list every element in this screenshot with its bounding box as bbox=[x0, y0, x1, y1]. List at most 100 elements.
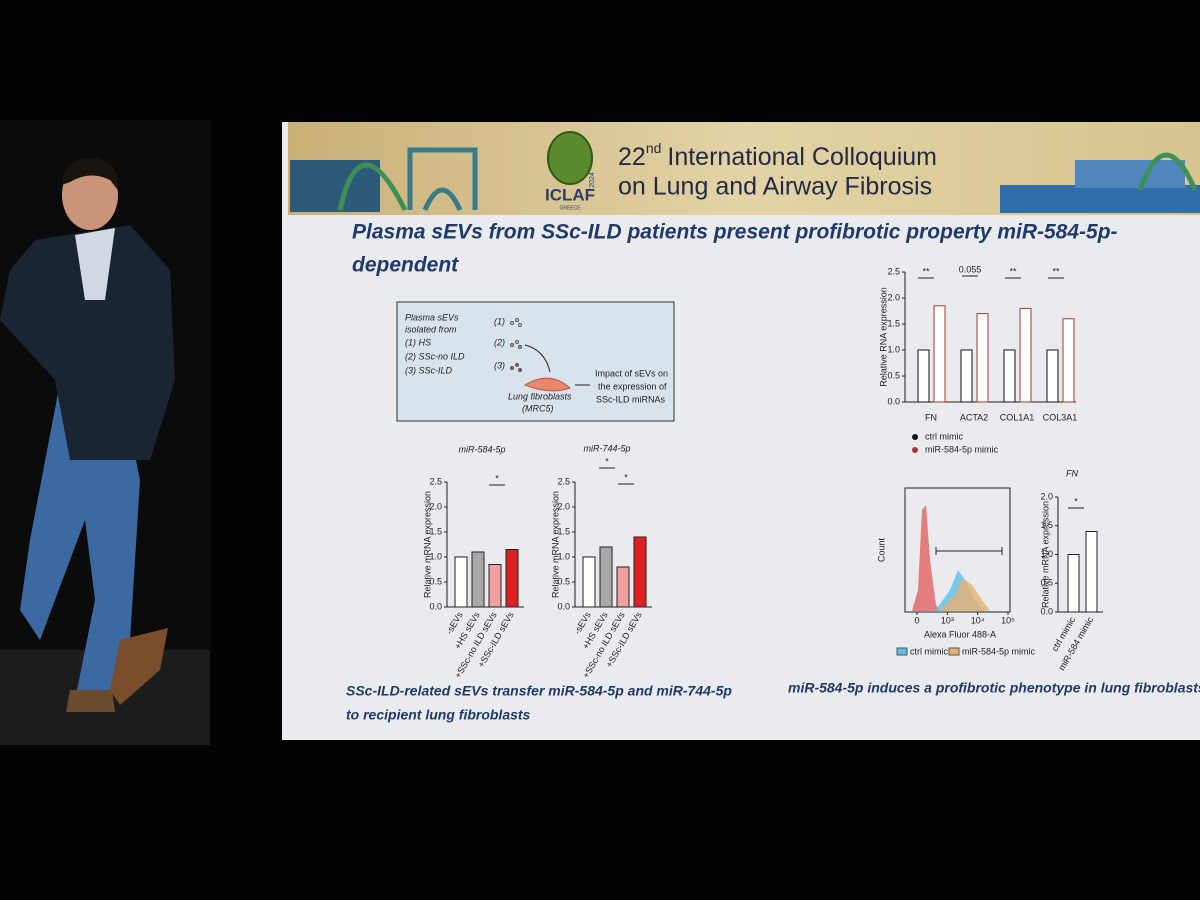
x-tick-label: COL3A1 bbox=[1043, 412, 1078, 422]
logo-lungs bbox=[547, 131, 593, 185]
schematic-text: the expression of bbox=[598, 381, 667, 391]
y-tick-label: 0.0 bbox=[1040, 606, 1053, 616]
speaker bbox=[0, 157, 175, 712]
histogram-peak bbox=[912, 505, 940, 611]
legend-marker bbox=[912, 434, 918, 440]
logo-text: ICLAF bbox=[545, 185, 595, 204]
gate-bar bbox=[935, 547, 1003, 555]
y-tick-label: 0.5 bbox=[429, 576, 442, 586]
bar bbox=[454, 556, 468, 608]
bar bbox=[1003, 349, 1016, 403]
y-tick-label: 2.0 bbox=[1040, 491, 1053, 501]
shoe bbox=[66, 690, 115, 712]
y-tick-label: 0.0 bbox=[557, 601, 570, 611]
jacket bbox=[0, 225, 175, 460]
bar bbox=[1062, 318, 1075, 403]
y-axis-label: Relative mRNA expression bbox=[1040, 501, 1050, 608]
y-axis-label: Relative mRNA expression bbox=[550, 491, 560, 598]
y-tick-label: 2.0 bbox=[429, 501, 442, 511]
legend-label: ctrl mimic bbox=[910, 646, 948, 656]
y-tick-label: 2.5 bbox=[429, 476, 442, 486]
x-tick-label: 10⁴ bbox=[971, 615, 985, 625]
banner-ordinal: nd bbox=[646, 140, 662, 156]
significance-label: ** bbox=[1052, 266, 1060, 276]
y-tick-label: 0.0 bbox=[887, 396, 900, 406]
y-tick-label: 1.5 bbox=[557, 526, 570, 536]
bar bbox=[917, 349, 930, 403]
bar bbox=[960, 349, 973, 403]
y-tick-label: 1.5 bbox=[429, 526, 442, 536]
x-tick-label: 0 bbox=[914, 615, 919, 625]
bar bbox=[616, 566, 630, 608]
legend-label: miR-584-5p mimic bbox=[925, 444, 999, 454]
significance-label: 0.055 bbox=[959, 264, 982, 274]
banner-art bbox=[290, 131, 1200, 213]
y-tick-label: 0.5 bbox=[1040, 578, 1053, 588]
bar bbox=[633, 536, 647, 608]
schematic-marker: (3) bbox=[494, 360, 505, 370]
bar bbox=[582, 556, 596, 608]
schematic-text: Lung fibroblasts bbox=[508, 391, 572, 401]
banner-title: 22nd International Colloquium bbox=[618, 140, 937, 171]
y-tick-label: 1.5 bbox=[1040, 520, 1053, 530]
legend-marker bbox=[912, 447, 918, 453]
bar bbox=[471, 551, 485, 608]
caption: miR-584-5p induces a profibrotic phenoty… bbox=[788, 680, 1200, 696]
x-tick-label: COL1A1 bbox=[1000, 412, 1035, 422]
legend-swatch bbox=[896, 647, 908, 656]
skyline bbox=[1000, 185, 1200, 213]
y-tick-label: 0.0 bbox=[429, 601, 442, 611]
schematic-text: Impact of sEVs on bbox=[595, 368, 668, 378]
bar bbox=[1085, 531, 1098, 613]
logo-country: GREECE bbox=[559, 205, 581, 211]
logo-year: 2024 bbox=[589, 172, 596, 188]
y-axis-label: Count bbox=[876, 538, 886, 563]
significance-label: ** bbox=[1009, 266, 1017, 276]
slide-title: dependent bbox=[352, 254, 459, 277]
y-tick-label: 2.0 bbox=[557, 501, 570, 511]
y-tick-label: 1.0 bbox=[557, 551, 570, 561]
temple bbox=[1075, 160, 1185, 188]
banner-line2: on Lung and Airway Fibrosis bbox=[618, 173, 932, 201]
legend-swatch bbox=[948, 647, 960, 656]
arch bbox=[337, 162, 408, 212]
hair bbox=[62, 157, 119, 190]
caption: SSc-ILD-related sEVs transfer miR-584-5p… bbox=[346, 683, 732, 699]
x-tick-label: ACTA2 bbox=[960, 412, 988, 422]
x-axis-label: Alexa Fluor 488-A bbox=[924, 629, 996, 639]
significance-label: * bbox=[624, 472, 628, 482]
shoe bbox=[110, 628, 168, 705]
y-tick-label: 2.0 bbox=[887, 292, 900, 302]
arch bbox=[1137, 152, 1198, 191]
x-tick-label: 10⁵ bbox=[1001, 615, 1015, 625]
bar bbox=[599, 546, 613, 608]
vesicles bbox=[510, 318, 522, 372]
bar bbox=[505, 549, 519, 608]
shirt bbox=[75, 228, 115, 300]
y-tick-label: 0.5 bbox=[887, 370, 900, 380]
bar bbox=[1019, 307, 1032, 403]
y-tick-label: 2.5 bbox=[557, 476, 570, 486]
schematic-text: isolated from bbox=[405, 324, 457, 334]
histogram-peak bbox=[940, 578, 990, 611]
y-tick-label: 2.5 bbox=[887, 266, 900, 276]
chart-title: miR-584-5p bbox=[458, 444, 505, 454]
x-tick-label: FN bbox=[925, 412, 937, 422]
y-tick-label: 1.0 bbox=[429, 551, 442, 561]
schematic-box bbox=[396, 301, 675, 422]
building bbox=[290, 160, 380, 212]
significance-label: * bbox=[605, 456, 609, 466]
y-tick-label: 1.5 bbox=[887, 318, 900, 328]
legend-label: miR-584-5p mimic bbox=[962, 646, 1036, 656]
y-axis-label: Relative mRNA expression bbox=[422, 491, 432, 598]
slide-title: Plasma sEVs from SSc-ILD patients presen… bbox=[352, 221, 1118, 244]
significance-label: ** bbox=[922, 266, 930, 276]
plot-frame bbox=[904, 487, 1011, 613]
x-tick-label: 10³ bbox=[941, 615, 954, 625]
y-axis-label: Relative RNA expression bbox=[878, 287, 888, 387]
schematic-marker: (1) bbox=[494, 316, 505, 326]
schematic-text: (3) SSc-ILD bbox=[405, 365, 453, 375]
chart-title: FN bbox=[1066, 468, 1078, 478]
y-tick-label: 0.5 bbox=[557, 576, 570, 586]
significance-label: * bbox=[1074, 496, 1078, 506]
